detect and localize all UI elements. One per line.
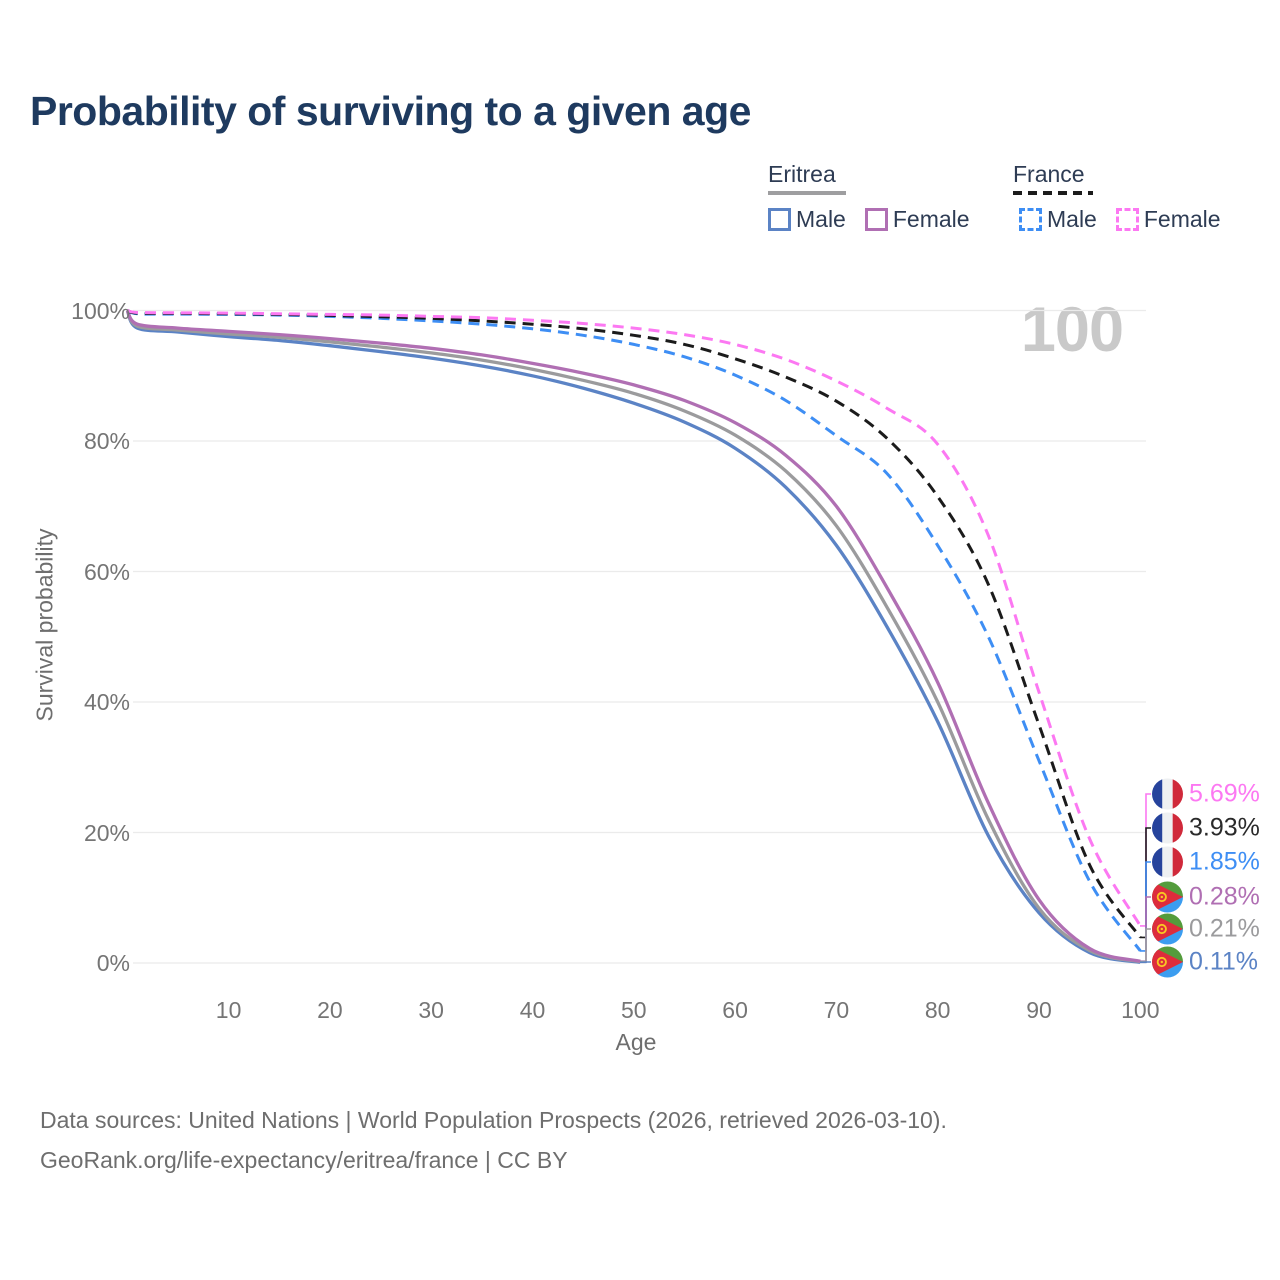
end-label-row-france-female: 5.69% xyxy=(1152,778,1260,810)
y-tick-60%: 60% xyxy=(83,558,130,585)
legend-group-eritrea-label: Eritrea xyxy=(768,161,836,187)
x-axis-title: Age xyxy=(615,1029,657,1055)
legend-swatch-eritrea-male xyxy=(768,208,791,231)
x-tick-50: 50 xyxy=(621,997,647,1023)
age-counter-watermark: 100 xyxy=(1020,295,1124,365)
eritrea-flag-icon xyxy=(1152,913,1183,945)
legend-swatch-eritrea-female xyxy=(864,208,888,231)
france-flag-icon xyxy=(1152,846,1183,878)
legend-items-eritrea: Male Female xyxy=(768,206,970,233)
y-tick-20%: 20% xyxy=(83,819,130,846)
end-label-value: 0.28% xyxy=(1189,882,1260,911)
end-label-row-eritrea-male: 0.11% xyxy=(1152,946,1259,978)
eritrea-flag-icon xyxy=(1152,881,1183,913)
y-tick-40%: 40% xyxy=(83,689,130,715)
end-label-row-france-male: 1.85% xyxy=(1152,846,1260,878)
end-label-row-france: 3.93% xyxy=(1152,812,1260,844)
end-label-value: 1.85% xyxy=(1189,847,1260,876)
x-tick-30: 30 xyxy=(418,997,444,1023)
line-eritrea xyxy=(125,309,1141,964)
end-label-value: 0.11% xyxy=(1189,947,1259,976)
legend-item-label: Female xyxy=(1143,206,1221,232)
line-france xyxy=(126,309,1142,939)
end-label-value: 3.93% xyxy=(1189,813,1260,842)
x-tick-80: 80 xyxy=(924,997,951,1023)
legend-eritrea-line-sample xyxy=(768,191,846,195)
end-label-row-eritrea: 0.21% xyxy=(1152,913,1260,945)
legend-item-label: Male xyxy=(796,206,846,232)
france-flag-icon xyxy=(1152,778,1183,810)
x-tick-90: 90 xyxy=(1026,997,1052,1023)
line-eritrea-female xyxy=(125,309,1141,963)
x-tick-40: 40 xyxy=(519,997,546,1023)
x-tick-100: 100 xyxy=(1121,997,1160,1023)
legend-item-label: Female xyxy=(892,206,970,232)
legend-swatch-france-female xyxy=(1115,208,1139,231)
end-label-row-eritrea-female: 0.28% xyxy=(1152,881,1260,913)
legend-items-france: Male Female xyxy=(1019,206,1221,233)
legend-item-eritrea-female[interactable]: Female xyxy=(864,206,970,233)
france-flag-icon xyxy=(1152,812,1183,844)
end-label-value: 5.69% xyxy=(1189,779,1260,808)
x-tick-70: 70 xyxy=(823,997,850,1023)
y-tick-100%: 100% xyxy=(71,297,130,324)
end-label-value: 0.21% xyxy=(1189,914,1260,943)
y-tick-0%: 0% xyxy=(96,950,130,976)
legend-swatch-france-male xyxy=(1019,208,1042,231)
y-tick-80%: 80% xyxy=(83,428,130,454)
legend-item-label: Male xyxy=(1047,206,1097,232)
x-tick-10: 10 xyxy=(215,997,242,1023)
y-axis-title: Survival probability xyxy=(31,528,58,722)
line-france-female xyxy=(126,309,1142,927)
end-label-connector-eritrea xyxy=(1140,928,1151,963)
x-tick-60: 60 xyxy=(722,997,748,1023)
legend-item-france-female[interactable]: Female xyxy=(1115,206,1221,233)
legend-item-france-male[interactable]: Male xyxy=(1019,206,1097,233)
x-tick-20: 20 xyxy=(317,997,343,1023)
line-france-male xyxy=(126,309,1142,952)
legend-group-france-label: France xyxy=(1013,161,1085,187)
line-eritrea-male xyxy=(125,309,1141,964)
legend-item-eritrea-male[interactable]: Male xyxy=(768,206,846,233)
page-title: Probability of surviving to a given age xyxy=(30,88,751,134)
eritrea-flag-icon xyxy=(1152,946,1183,978)
data-sources-note: Data sources: United Nations | World Pop… xyxy=(40,1107,947,1133)
legend-france-line-sample xyxy=(1013,191,1093,195)
attribution-note: GeoRank.org/life-expectancy/eritrea/fran… xyxy=(40,1147,568,1173)
